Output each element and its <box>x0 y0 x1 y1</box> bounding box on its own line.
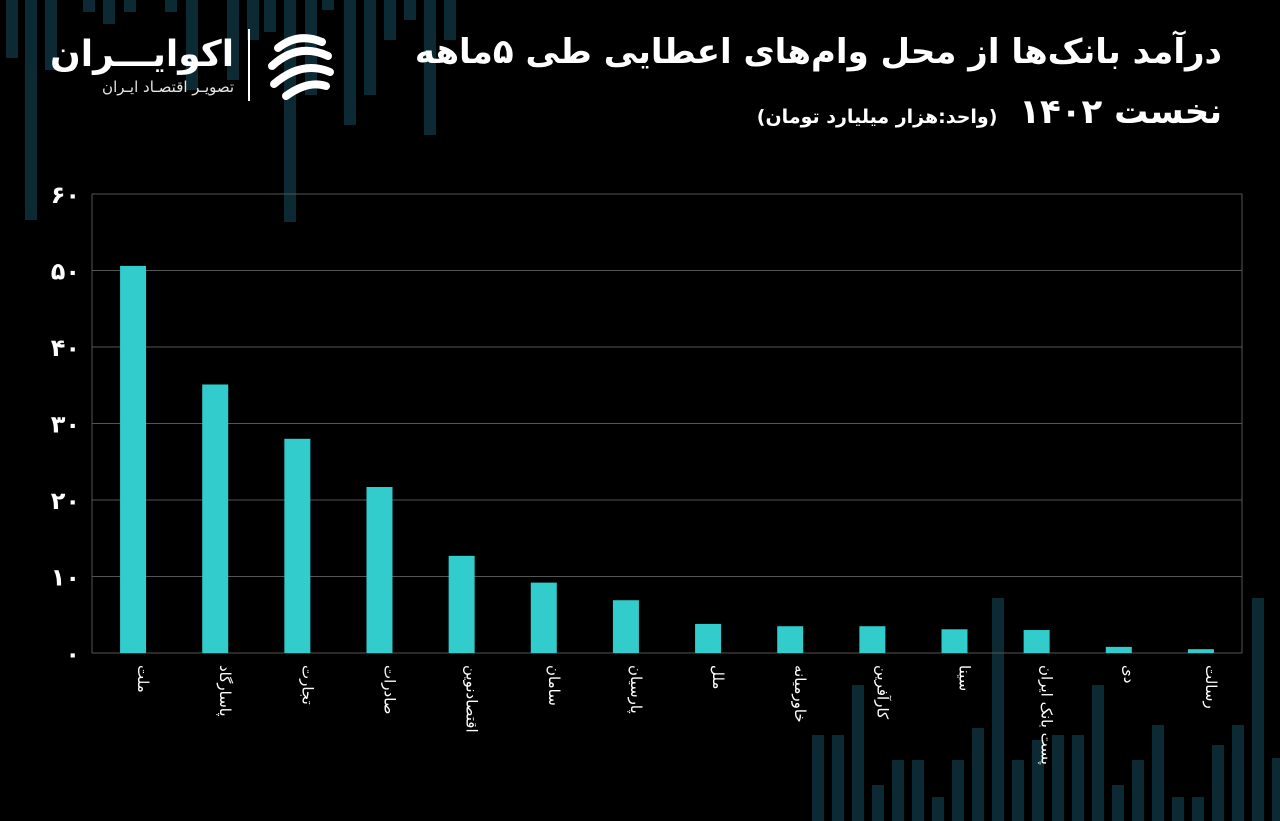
x-tick-label: ملت <box>134 665 152 693</box>
y-tick-label: ۳۰ <box>51 411 80 439</box>
bg-decoration-bar <box>344 0 356 125</box>
bar <box>530 582 557 653</box>
bar <box>612 600 639 653</box>
bg-decoration-bar <box>45 0 57 70</box>
bar <box>1023 630 1050 653</box>
bg-decoration-bar <box>364 0 376 95</box>
bg-decoration-bar <box>424 0 436 135</box>
x-tick-label: اقتصادنوین <box>463 665 481 733</box>
chart-unit: (واحد:هزار میلیارد تومان) <box>756 106 998 128</box>
y-tick-label: ۴۰ <box>51 334 80 362</box>
bg-decoration-bar <box>1132 760 1144 821</box>
bg-decoration-bar <box>1012 760 1024 821</box>
bg-decoration-bar <box>165 0 177 12</box>
y-tick-label: ۶۰ <box>51 181 80 209</box>
x-tick-label: کارآفرین <box>873 665 891 720</box>
bg-decoration-bar <box>1272 758 1280 821</box>
bar <box>777 626 804 653</box>
brand-name: اکوایـــران <box>50 34 235 75</box>
bar <box>284 438 311 653</box>
bg-decoration-bar <box>1072 735 1084 821</box>
brand-swirl-icon <box>268 34 335 100</box>
bg-decoration-bar <box>1112 785 1124 821</box>
bg-decoration-bar <box>972 728 984 821</box>
bg-decoration-bar <box>932 797 944 821</box>
bg-decoration-bar <box>384 0 396 40</box>
bg-decoration-bar <box>812 735 824 821</box>
bg-decoration-bar <box>852 685 864 821</box>
bg-decoration-bar <box>832 735 844 821</box>
x-tick-label: پاسارگاد <box>215 665 234 717</box>
bg-decoration-bar <box>264 0 276 32</box>
bar <box>202 384 229 653</box>
logo-divider <box>248 29 251 101</box>
x-tick-label: خاورمیانه <box>791 665 809 723</box>
brand-text: اکوایـــران تصویـر اقتصـاد ایـران <box>50 33 234 97</box>
bg-decoration-bar <box>404 0 416 20</box>
bar <box>1105 646 1132 653</box>
x-tick-label: صادرات <box>381 665 399 715</box>
y-tick-label: ۱۰ <box>51 564 80 592</box>
bg-decoration-bar <box>1212 745 1224 821</box>
chart-title-line1: درآمد بانک‌ها از محل وام‌های اعطایی طی ۵… <box>414 32 1222 72</box>
bg-decoration-bar <box>1052 735 1064 821</box>
bar <box>941 629 968 653</box>
bg-decoration-bar <box>444 0 456 40</box>
bar <box>1187 649 1214 653</box>
bg-decoration-bar <box>872 785 884 821</box>
bg-decoration-bar <box>1092 685 1104 821</box>
brand-tagline: تصویـر اقتصـاد ایـران <box>102 78 235 96</box>
bg-decoration-bar <box>1032 740 1044 821</box>
x-tick-label: ملل <box>709 665 727 689</box>
bg-decoration-bar <box>1252 598 1264 821</box>
x-tick-label: پارسیان <box>626 665 645 714</box>
bg-decoration-bar <box>1172 797 1184 821</box>
chart-title-year: نخست ۱۴۰۲ <box>1019 92 1222 132</box>
x-tick-label: رسالت <box>1202 665 1220 709</box>
bg-decoration-bar <box>322 0 334 10</box>
bg-decoration-bar <box>892 760 904 821</box>
bg-decoration-bar <box>992 598 1004 821</box>
bg-decoration-bar <box>952 760 964 821</box>
x-tick-label: دی <box>1120 665 1138 683</box>
brand-logo: اکوایـــران تصویـر اقتصـاد ایـران <box>50 28 338 102</box>
bar <box>448 555 475 653</box>
bar <box>366 486 393 653</box>
bar <box>859 626 886 653</box>
chart-title-line2: نخست ۱۴۰۲ (واحد:هزار میلیارد تومان) <box>415 82 1222 147</box>
bg-decoration-bar <box>6 0 18 58</box>
bg-decoration-bar <box>124 0 136 12</box>
bg-decoration-bar <box>227 0 239 80</box>
bg-decoration-bar <box>1152 725 1164 821</box>
bg-decoration-bar <box>1232 725 1244 821</box>
bg-decoration-bar <box>186 0 198 90</box>
bg-decoration-bar <box>103 0 115 24</box>
bg-decoration-bar <box>912 760 924 821</box>
bar <box>695 623 722 653</box>
x-tick-label: تجارت <box>298 665 316 705</box>
y-tick-label: ۲۰ <box>51 487 80 515</box>
bg-decoration-bar <box>25 0 37 220</box>
y-tick-label: ۰ <box>65 640 80 668</box>
x-tick-label: سامان <box>545 665 563 706</box>
y-tick-label: ۵۰ <box>51 258 80 286</box>
chart-title: درآمد بانک‌ها از محل وام‌های اعطایی طی ۵… <box>415 22 1222 147</box>
x-tick-label: پست بانک ایران <box>1037 665 1056 765</box>
x-tick-label: سینا <box>956 665 974 691</box>
bar <box>120 265 147 653</box>
bg-decoration-bar <box>1192 797 1204 821</box>
bg-decoration-bar <box>83 0 95 12</box>
